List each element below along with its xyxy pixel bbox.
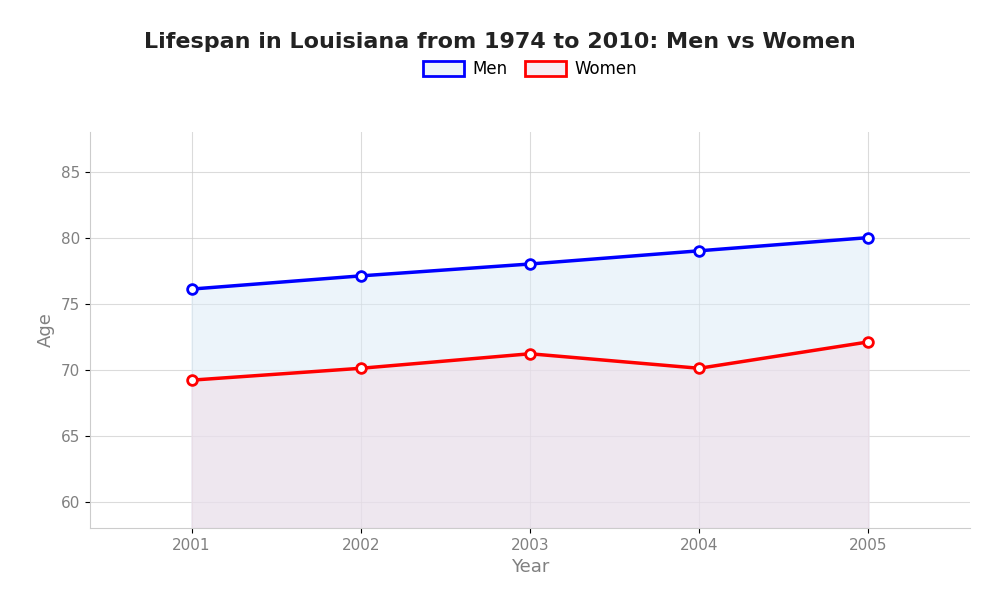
X-axis label: Year: Year	[511, 558, 549, 576]
Y-axis label: Age: Age	[37, 313, 55, 347]
Legend: Men, Women: Men, Women	[416, 53, 644, 85]
Text: Lifespan in Louisiana from 1974 to 2010: Men vs Women: Lifespan in Louisiana from 1974 to 2010:…	[144, 32, 856, 52]
